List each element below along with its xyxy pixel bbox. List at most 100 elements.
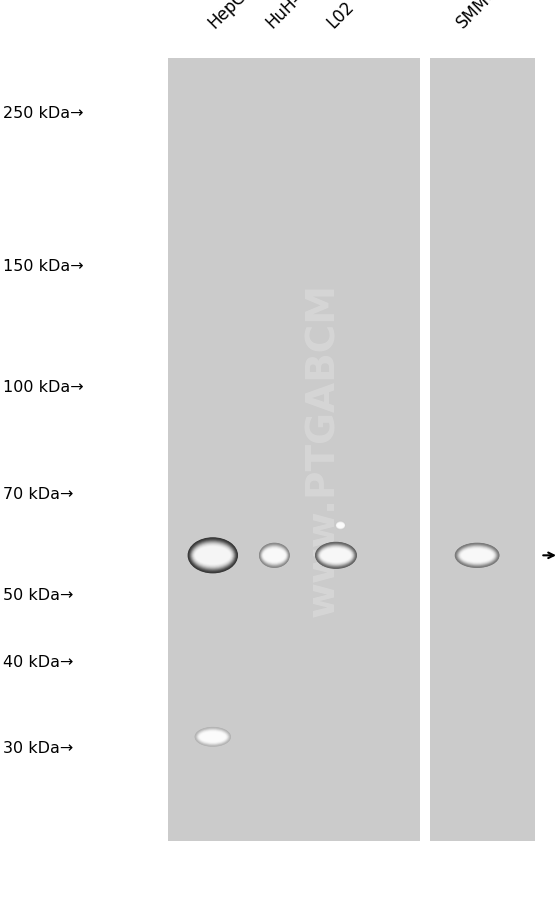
Ellipse shape (455, 543, 500, 568)
Ellipse shape (195, 547, 231, 566)
Ellipse shape (459, 547, 496, 565)
Ellipse shape (199, 732, 226, 742)
Ellipse shape (192, 543, 234, 568)
Text: 50 kDa→: 50 kDa→ (3, 587, 73, 603)
Ellipse shape (189, 539, 237, 573)
Ellipse shape (261, 546, 288, 566)
Ellipse shape (260, 545, 289, 567)
Ellipse shape (188, 538, 238, 574)
Ellipse shape (191, 542, 235, 569)
Ellipse shape (195, 727, 231, 747)
Ellipse shape (337, 523, 344, 528)
Ellipse shape (461, 549, 493, 562)
Ellipse shape (188, 538, 237, 574)
Ellipse shape (197, 729, 229, 745)
Ellipse shape (317, 544, 355, 567)
Ellipse shape (196, 729, 230, 746)
Ellipse shape (197, 729, 228, 745)
Ellipse shape (261, 546, 288, 566)
Ellipse shape (336, 522, 345, 529)
Ellipse shape (318, 546, 354, 566)
Ellipse shape (259, 543, 290, 568)
Ellipse shape (264, 549, 285, 562)
Text: 250 kDa→: 250 kDa→ (3, 106, 83, 121)
Ellipse shape (456, 545, 498, 567)
Ellipse shape (189, 539, 236, 572)
Text: L02: L02 (324, 0, 358, 32)
Ellipse shape (195, 547, 231, 565)
Text: 40 kDa→: 40 kDa→ (3, 654, 73, 669)
Ellipse shape (316, 543, 356, 568)
Ellipse shape (336, 522, 345, 529)
Text: HuH-7: HuH-7 (262, 0, 311, 32)
Ellipse shape (198, 730, 228, 744)
Ellipse shape (263, 548, 286, 564)
Ellipse shape (460, 548, 494, 564)
Ellipse shape (200, 732, 226, 742)
Ellipse shape (196, 728, 230, 746)
Ellipse shape (188, 538, 237, 573)
Ellipse shape (335, 521, 346, 529)
Ellipse shape (459, 548, 495, 564)
Ellipse shape (336, 522, 345, 529)
Ellipse shape (319, 546, 353, 566)
Ellipse shape (198, 731, 227, 743)
Ellipse shape (455, 543, 499, 568)
Ellipse shape (337, 523, 344, 529)
Ellipse shape (195, 728, 230, 747)
Ellipse shape (315, 542, 357, 569)
Ellipse shape (261, 546, 288, 566)
Ellipse shape (198, 731, 227, 744)
Ellipse shape (335, 521, 346, 530)
Ellipse shape (194, 546, 231, 566)
Ellipse shape (460, 548, 494, 564)
Ellipse shape (262, 547, 287, 565)
Ellipse shape (456, 544, 498, 567)
Ellipse shape (195, 728, 230, 746)
Ellipse shape (319, 547, 353, 565)
Ellipse shape (198, 730, 228, 744)
Ellipse shape (321, 549, 351, 563)
Ellipse shape (194, 546, 232, 566)
Text: 70 kDa→: 70 kDa→ (3, 487, 73, 502)
Ellipse shape (316, 544, 356, 567)
Ellipse shape (199, 731, 227, 743)
Ellipse shape (455, 544, 499, 567)
Ellipse shape (193, 543, 233, 568)
Ellipse shape (461, 548, 493, 563)
Ellipse shape (337, 523, 344, 529)
Bar (430, 59, 535, 841)
Text: 30 kDa→: 30 kDa→ (3, 741, 73, 755)
Ellipse shape (262, 548, 287, 565)
Ellipse shape (263, 549, 286, 562)
Ellipse shape (315, 542, 357, 569)
Ellipse shape (337, 522, 344, 529)
Ellipse shape (460, 548, 494, 563)
Ellipse shape (263, 548, 286, 563)
Ellipse shape (262, 548, 287, 564)
Ellipse shape (193, 544, 233, 567)
Ellipse shape (190, 540, 236, 571)
Ellipse shape (457, 545, 497, 566)
Ellipse shape (260, 545, 288, 566)
Ellipse shape (337, 523, 344, 529)
Ellipse shape (192, 542, 234, 569)
Ellipse shape (263, 548, 286, 564)
Ellipse shape (318, 546, 354, 566)
Bar (168, 59, 420, 841)
Text: SMMC-7721: SMMC-7721 (452, 0, 535, 32)
Ellipse shape (337, 523, 344, 529)
Ellipse shape (336, 522, 345, 529)
Ellipse shape (458, 546, 496, 566)
Ellipse shape (456, 545, 498, 566)
Ellipse shape (260, 545, 288, 566)
Ellipse shape (316, 543, 356, 568)
Ellipse shape (260, 544, 289, 567)
Ellipse shape (321, 548, 351, 563)
Ellipse shape (320, 548, 352, 564)
Text: 100 kDa→: 100 kDa→ (3, 380, 83, 395)
Ellipse shape (320, 548, 352, 565)
Ellipse shape (337, 523, 344, 529)
Text: www.PTGABCM: www.PTGABCM (305, 283, 342, 616)
Ellipse shape (458, 547, 496, 565)
